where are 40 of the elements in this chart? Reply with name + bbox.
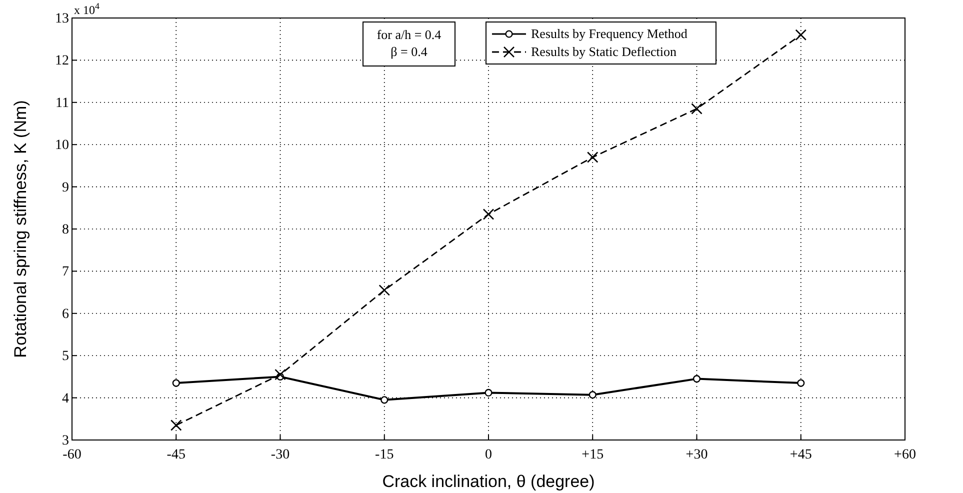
point (172, 379, 180, 387)
point (586, 152, 598, 163)
x-tick-label: +15 (582, 447, 604, 462)
point (274, 368, 286, 380)
point (692, 375, 701, 383)
x-tick-label: -60 (62, 447, 82, 462)
y-tick-label: 6 (62, 306, 69, 322)
annotation: β = 0.4 (390, 44, 428, 59)
y-tick-label: 5 (62, 349, 69, 364)
y-tick-label: 3 (62, 433, 69, 448)
point (484, 388, 492, 397)
x-axis-title: Crack inclination, θ (degree) (382, 472, 595, 491)
y-tick-label: 7 (62, 264, 69, 280)
y-tick-label: 8 (62, 222, 69, 238)
x-tick-label: 0 (485, 447, 492, 462)
legend-label: Results by Frequency Method (531, 26, 688, 41)
point (378, 284, 390, 296)
y-tick-label: 9 (62, 180, 69, 196)
x-tick-label: -45 (166, 447, 186, 462)
legend-label: Results by Static Deflection (531, 44, 677, 59)
point (170, 420, 182, 431)
annotation: for a/h = 0.4 (376, 27, 442, 42)
x-tick-label: +30 (686, 447, 708, 462)
y-axis-title: Rotational spring stiffness, K (Nm) (11, 100, 30, 358)
text: x 10$^{4}$ (74, 1, 100, 17)
point (795, 29, 807, 41)
y-tick-label: 10 (55, 138, 69, 154)
point (482, 208, 494, 220)
y-tick-label: 12 (55, 54, 69, 69)
x-tick-label: -15 (375, 447, 394, 462)
point (588, 391, 596, 399)
y-tick-label: 13 (55, 11, 69, 26)
x-tick-label: +45 (790, 447, 812, 462)
x-tick-label: +60 (894, 447, 916, 462)
y-tick-label: 4 (62, 391, 69, 406)
point (797, 379, 805, 387)
point (380, 396, 388, 404)
y-tick-label: 11 (56, 96, 69, 111)
x-tick-label: -30 (270, 447, 290, 462)
point (691, 103, 702, 114)
